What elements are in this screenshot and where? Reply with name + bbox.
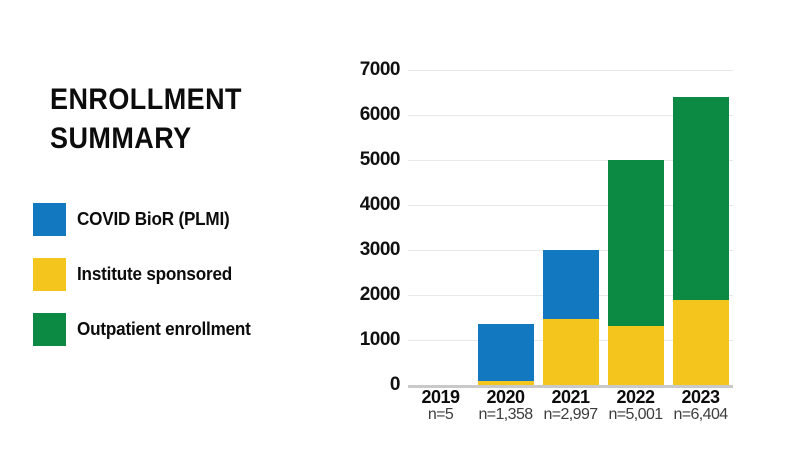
gridline <box>408 70 733 71</box>
legend-label: COVID BioR (PLMI) <box>77 208 230 229</box>
legend-item-outpatient-enrollment: Outpatient enrollment <box>33 312 260 346</box>
page-title: ENROLLMENT SUMMARY <box>50 80 242 158</box>
legend-item-institute-sponsored: Institute sponsored <box>33 257 260 291</box>
x-label-2019: 2019 n=5 <box>408 387 473 423</box>
stacked-bar-2023 <box>672 96 729 385</box>
legend-label: Outpatient enrollment <box>77 318 251 339</box>
legend-item-covid-bior: COVID BioR (PLMI) <box>33 202 260 236</box>
x-axis-line <box>408 385 733 388</box>
gridline <box>408 205 733 206</box>
bar-segment <box>607 159 664 327</box>
legend-swatch-green <box>33 312 66 346</box>
n-count-label: n=1,358 <box>478 406 533 423</box>
bar-column-2022 <box>603 70 668 385</box>
legend-swatch-blue <box>33 202 66 236</box>
y-tick-label: 7000 <box>359 59 401 80</box>
y-tick-label: 1000 <box>359 329 401 350</box>
y-axis-labels: 0 1000 2000 3000 4000 5000 6000 7000 <box>330 59 401 395</box>
n-count-label: n=5,001 <box>608 406 663 423</box>
n-count-label: n=5 <box>427 406 454 423</box>
x-label-2022: 2022 n=5,001 <box>603 387 668 423</box>
x-label-2021: 2021 n=2,997 <box>538 387 603 423</box>
x-label-2020: 2020 n=1,358 <box>473 387 538 423</box>
chart-legend: COVID BioR (PLMI) Institute sponsored Ou… <box>33 202 260 367</box>
title-line-1: ENROLLMENT <box>50 83 242 116</box>
n-count-label: n=2,997 <box>543 406 598 423</box>
bar-segment <box>607 326 664 385</box>
year-label: 2021 <box>551 387 590 407</box>
bar-column-2021 <box>538 70 603 385</box>
n-count-label: n=6,404 <box>673 406 728 423</box>
plot-area <box>408 70 733 385</box>
y-tick-label: 5000 <box>359 149 401 170</box>
bar-segment <box>542 250 599 319</box>
bar-segment <box>672 299 729 385</box>
legend-label: Institute sponsored <box>77 263 233 284</box>
year-label: 2023 <box>681 387 720 407</box>
bar-column-2020 <box>473 70 538 385</box>
bar-segment <box>477 381 534 385</box>
gridline <box>408 115 733 116</box>
stacked-bar-2020 <box>477 323 534 385</box>
bar-column-2023 <box>668 70 733 385</box>
legend-swatch-yellow <box>33 257 66 291</box>
gridline <box>408 160 733 161</box>
bar-segment <box>542 318 599 385</box>
bar-segment <box>477 323 534 382</box>
y-tick-label: 4000 <box>359 194 401 215</box>
stacked-bar-2021 <box>542 250 599 385</box>
x-label-2023: 2023 n=6,404 <box>668 387 733 423</box>
year-label: 2020 <box>486 387 525 407</box>
bar-column-2019 <box>408 70 473 385</box>
title-line-2: SUMMARY <box>50 122 192 155</box>
x-axis-labels: 2019 n=5 2020 n=1,358 2021 n=2,997 2022 n=5,001… <box>408 387 733 423</box>
bar-columns <box>408 70 733 385</box>
year-label: 2022 <box>616 387 655 407</box>
y-tick-label: 6000 <box>359 104 401 125</box>
y-tick-label: 2000 <box>359 284 401 305</box>
y-tick-label: 3000 <box>359 239 401 260</box>
y-tick-label: 0 <box>389 374 401 395</box>
stacked-bar-2022 <box>607 159 664 385</box>
year-label: 2019 <box>421 387 460 407</box>
bar-segment <box>672 96 729 300</box>
